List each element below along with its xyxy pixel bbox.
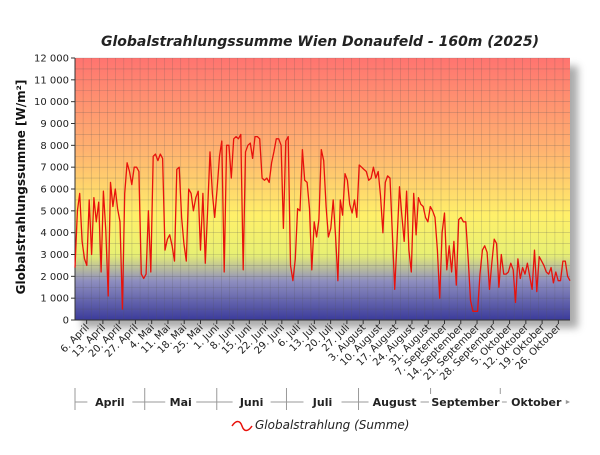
y-tick-label: 6 000 — [40, 185, 69, 196]
month-label: September — [431, 396, 500, 409]
month-label: Oktober — [511, 396, 562, 409]
y-tick-label: 3 000 — [40, 250, 69, 261]
legend-label: Globalstrahlung (Summe) — [255, 418, 409, 432]
legend-swatch — [231, 420, 253, 432]
y-tick-label: 11 000 — [34, 75, 69, 86]
y-tick-label: 4 000 — [40, 228, 69, 239]
month-label: Juni — [239, 396, 264, 409]
y-tick-label: 7 000 — [40, 163, 69, 174]
month-label: August — [373, 396, 417, 409]
y-tick-label: 12 000 — [34, 54, 69, 65]
month-label-bg — [506, 394, 566, 410]
y-tick-label: 0 — [63, 316, 69, 327]
y-tick-label: 8 000 — [40, 141, 69, 152]
month-label: Juli — [312, 396, 332, 409]
series-line — [74, 133, 571, 312]
chart-title: Globalstrahlungssumme Wien Donaufeld - 1… — [101, 34, 539, 50]
month-label-bg — [428, 394, 502, 410]
month-label-bg — [87, 394, 133, 410]
y-tick-label: 5 000 — [40, 206, 69, 217]
plot-background — [75, 58, 570, 320]
y-axis-ticks: 0 1 000 2 000 3 000 4 000 5 000 6 000 7 000 8 00… — [34, 54, 76, 327]
legend: Globalstrahlung (Summe) — [231, 418, 409, 432]
grid — [74, 57, 570, 321]
month-label-bg — [368, 394, 421, 410]
month-label: Mai — [170, 396, 192, 409]
month-label-bg — [232, 394, 271, 410]
month-label-bg — [303, 394, 342, 410]
y-tick-label: 9 000 — [40, 119, 69, 130]
y-tick-label: 1 000 — [40, 294, 69, 305]
month-label-bg — [165, 394, 197, 410]
y-tick-label: 10 000 — [34, 97, 69, 108]
series-layer — [74, 133, 571, 312]
y-axis-label: Globalstrahlungssumme [W/m²] — [14, 80, 28, 295]
month-label: April — [95, 396, 124, 409]
month-axis: April Mai Juni Juli August September Oktober — [74, 388, 570, 410]
y-tick-label: 2 000 — [40, 272, 69, 283]
